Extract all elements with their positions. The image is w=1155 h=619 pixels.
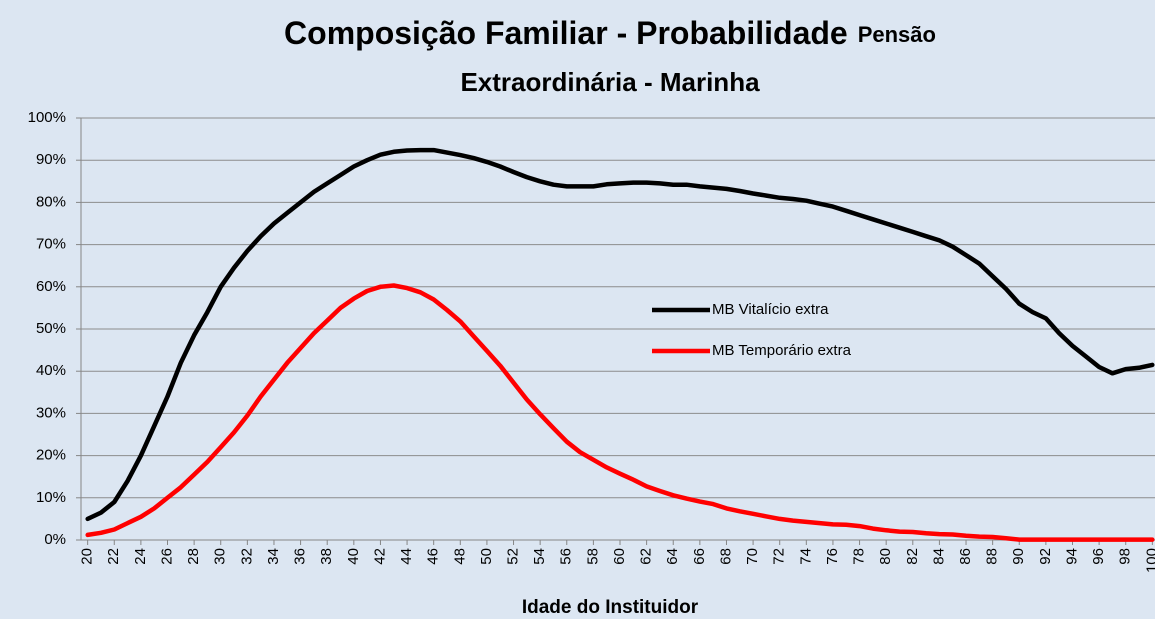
x-tick-label: 96 bbox=[1090, 548, 1107, 565]
x-tick-label: 100 bbox=[1143, 548, 1155, 573]
x-tick-label: 78 bbox=[851, 548, 868, 565]
x-tick-label: 62 bbox=[638, 548, 655, 565]
x-tick-label: 58 bbox=[584, 548, 601, 565]
title-part: Composição Familiar - Probabilidade bbox=[284, 15, 848, 51]
x-tick-label: 46 bbox=[425, 548, 442, 565]
x-tick-label: 94 bbox=[1063, 548, 1080, 565]
x-tick-label: 72 bbox=[771, 548, 788, 565]
y-tick-label: 40% bbox=[36, 362, 66, 379]
x-tick-label: 92 bbox=[1037, 548, 1054, 565]
y-tick-label: 10% bbox=[36, 489, 66, 506]
y-tick-label: 0% bbox=[44, 531, 66, 548]
y-tick-label: 80% bbox=[36, 193, 66, 210]
series-line bbox=[85, 147, 1155, 522]
x-tick-label: 32 bbox=[238, 548, 255, 565]
x-tick-label: 76 bbox=[824, 548, 841, 565]
x-tick-label: 28 bbox=[185, 548, 202, 565]
legend-label: MB Vitalício extra bbox=[712, 301, 829, 318]
x-tick-label: 52 bbox=[504, 548, 521, 565]
x-tick-label: 80 bbox=[877, 548, 894, 565]
x-tick-label: 88 bbox=[984, 548, 1001, 565]
x-tick-label: 90 bbox=[1010, 548, 1027, 565]
chart-title: Extraordinária - Marinha bbox=[460, 67, 760, 97]
y-tick-label: 30% bbox=[36, 404, 66, 421]
x-tick-label: 22 bbox=[105, 548, 122, 565]
y-tick-label: 50% bbox=[36, 320, 66, 337]
x-tick-label: 86 bbox=[957, 548, 974, 565]
y-tick-label: 60% bbox=[36, 278, 66, 295]
x-tick-label: 30 bbox=[212, 548, 229, 565]
x-tick-label: 26 bbox=[158, 548, 175, 565]
x-tick-label: 34 bbox=[265, 548, 282, 565]
title-part: Pensão bbox=[858, 22, 936, 47]
y-tick-label: 20% bbox=[36, 447, 66, 464]
x-tick-label: 70 bbox=[744, 548, 761, 565]
x-tick-label: 54 bbox=[531, 548, 548, 565]
x-tick-label: 44 bbox=[398, 548, 415, 565]
x-tick-label: 24 bbox=[132, 548, 149, 565]
x-tick-label: 64 bbox=[664, 548, 681, 565]
y-tick-label: 70% bbox=[36, 236, 66, 253]
x-tick-label: 42 bbox=[371, 548, 388, 565]
y-tick-label: 90% bbox=[36, 151, 66, 168]
x-axis-label: Idade do Instituidor bbox=[522, 597, 699, 618]
x-tick-label: 56 bbox=[558, 548, 575, 565]
x-tick-label: 60 bbox=[611, 548, 628, 565]
legend-label: MB Temporário extra bbox=[712, 342, 852, 359]
y-tick-label: 100% bbox=[28, 109, 66, 126]
x-tick-label: 20 bbox=[79, 548, 96, 565]
x-tick-label: 74 bbox=[797, 548, 814, 565]
x-tick-label: 82 bbox=[904, 548, 921, 565]
x-tick-label: 98 bbox=[1117, 548, 1134, 565]
chart-title: Composição Familiar - Probabilidade Pensã… bbox=[284, 15, 936, 51]
x-tick-label: 48 bbox=[451, 548, 468, 565]
x-tick-label: 68 bbox=[717, 548, 734, 565]
x-tick-label: 84 bbox=[930, 548, 947, 565]
x-tick-label: 38 bbox=[318, 548, 335, 565]
series-line bbox=[85, 283, 1155, 542]
x-tick-label: 50 bbox=[478, 548, 495, 565]
x-tick-label: 36 bbox=[292, 548, 309, 565]
x-tick-label: 66 bbox=[691, 548, 708, 565]
x-tick-label: 40 bbox=[345, 548, 362, 565]
